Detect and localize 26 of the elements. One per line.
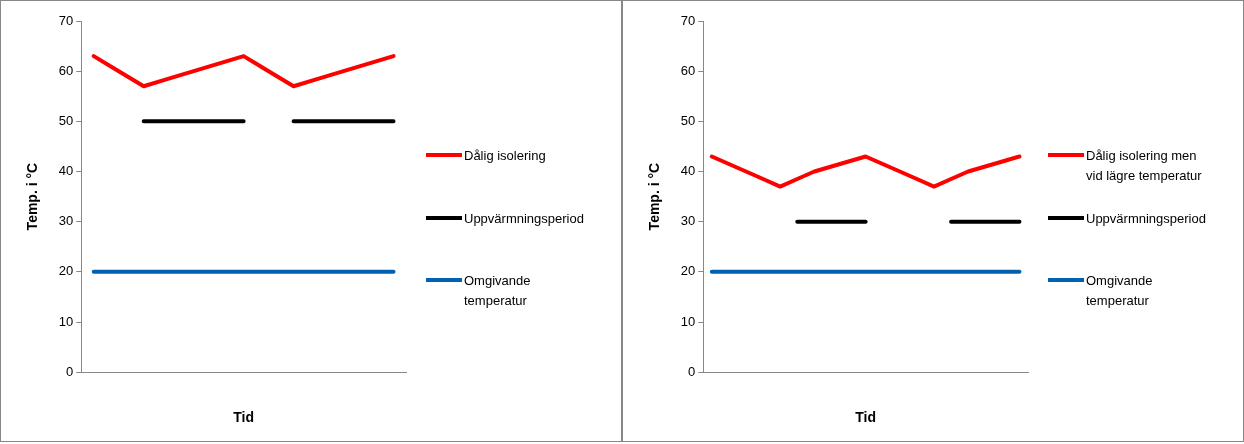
- y-tick-label: 50: [680, 112, 696, 128]
- x-axis-title: Tid: [233, 409, 254, 426]
- legend-label: Omgivande temperatur: [1086, 272, 1154, 310]
- legend-label: Dålig isolering: [464, 147, 547, 165]
- y-tick-label: 20: [680, 263, 696, 279]
- y-tick-label: 30: [58, 213, 74, 229]
- legend-label: Dålig isolering men vid lägre temperatur: [1086, 147, 1203, 185]
- y-tick-label: 50: [58, 112, 74, 128]
- y-tick-label: 0: [66, 363, 74, 379]
- legend-label: Uppvärmningsperiod: [464, 210, 584, 228]
- y-tick-label: 70: [58, 12, 74, 28]
- legend-label: Omgivande temperatur: [464, 272, 532, 310]
- y-axis-title: Temp. i °C: [24, 162, 41, 231]
- y-tick-label: 20: [58, 263, 74, 279]
- y-tick-label: 60: [680, 62, 696, 78]
- x-axis-title: Tid: [855, 409, 877, 426]
- y-tick-label: 30: [680, 213, 696, 229]
- y-tick-label: 70: [680, 12, 696, 28]
- y-axis-title: Temp. i °C: [646, 162, 663, 231]
- y-tick-label: 10: [58, 313, 74, 329]
- legend-label: Uppvärmningsperiod: [1086, 210, 1206, 228]
- y-tick-label: 0: [688, 363, 696, 379]
- y-tick-label: 40: [58, 163, 74, 179]
- y-tick-label: 10: [680, 313, 696, 329]
- y-tick-label: 60: [58, 62, 74, 78]
- y-tick-label: 40: [680, 163, 696, 179]
